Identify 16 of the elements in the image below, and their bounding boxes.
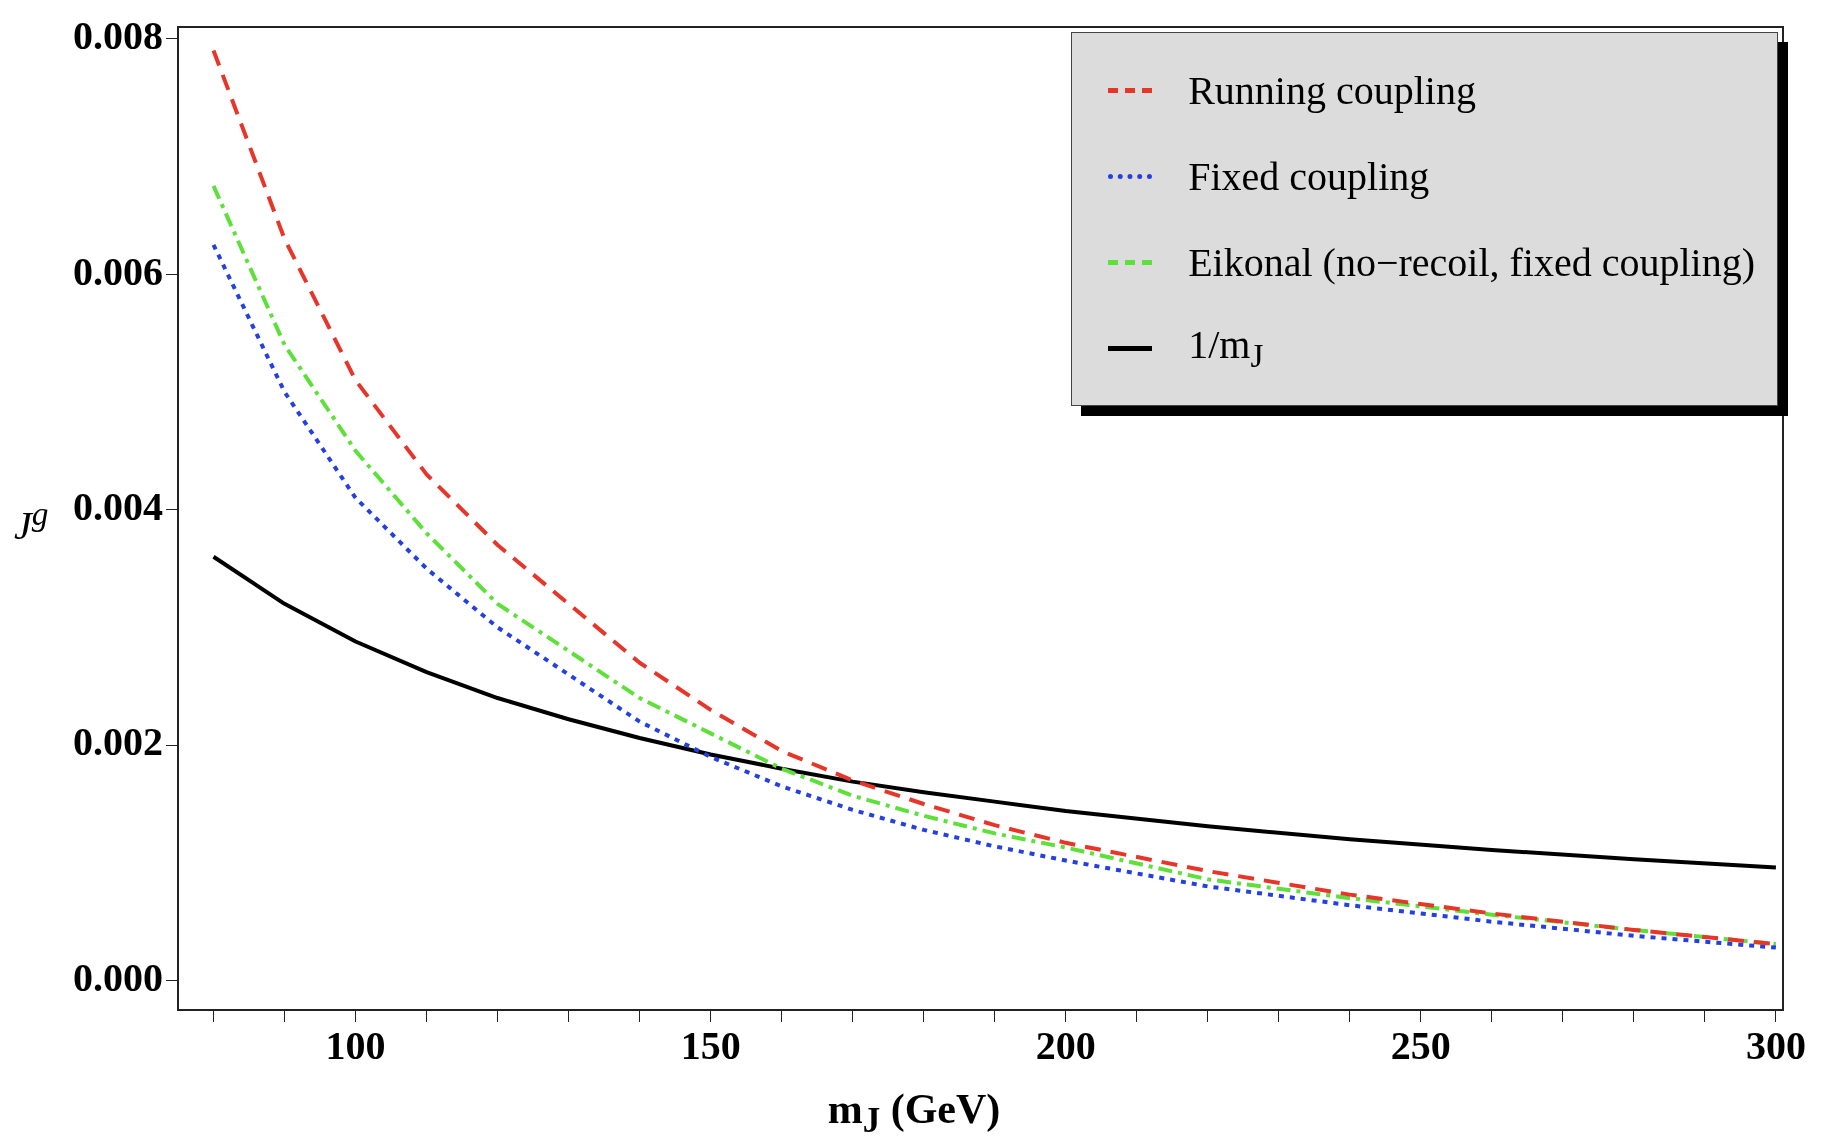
x-tick-label: 150 xyxy=(680,1023,741,1069)
legend-label: 1/m$_{J}$ xyxy=(1188,321,1264,375)
y-tick-label: 0.000 xyxy=(73,954,163,1000)
y-tick-label: 0.008 xyxy=(73,13,163,59)
x-tick-label: 250 xyxy=(1390,1023,1451,1069)
legend-label: Fixed coupling xyxy=(1188,152,1430,200)
y-tick-label: 0.006 xyxy=(73,248,163,294)
y-tick-label: 0.004 xyxy=(73,484,163,529)
x-axis-title: m$_{J}$ (GeV) xyxy=(826,1085,1002,1136)
x-tick-label: 100 xyxy=(325,1023,386,1069)
legend-label: Eikonal (no−recoil, fixed coupling) xyxy=(1188,238,1755,286)
y-axis-title: J$^{g}$ xyxy=(14,495,49,550)
legend-label: Running coupling xyxy=(1188,66,1476,114)
x-tick-label: 300 xyxy=(1745,1023,1806,1069)
x-tick-label: 200 xyxy=(1035,1023,1096,1069)
y-tick-label: 0.002 xyxy=(73,719,163,765)
